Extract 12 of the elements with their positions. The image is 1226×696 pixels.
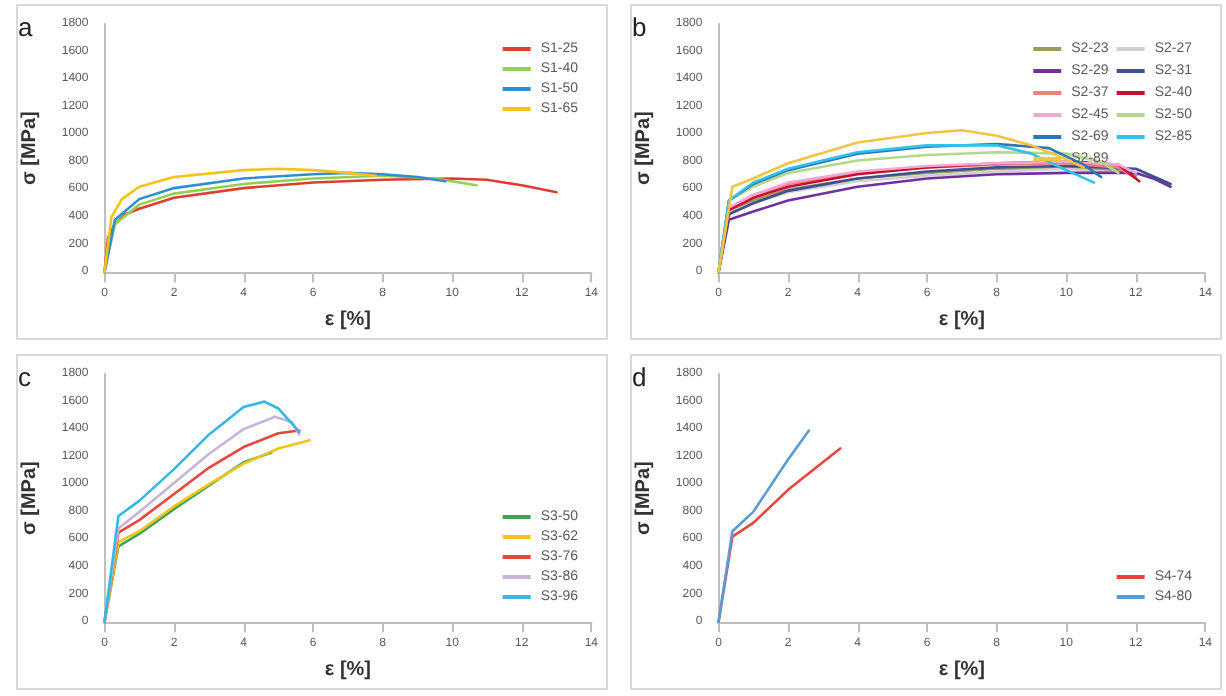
- x-axis-title: ε [%]: [938, 309, 985, 331]
- chart-title: c: [18, 362, 32, 392]
- y-axis-title: σ [MPa]: [633, 461, 655, 535]
- x-axis-title: ε [%]: [324, 659, 371, 681]
- chart-title: b: [632, 12, 647, 42]
- chart-title: d: [632, 362, 647, 392]
- y-axis-title: σ [MPa]: [19, 461, 41, 535]
- x-axis-title: ε [%]: [324, 309, 371, 331]
- x-axis-title: ε [%]: [938, 659, 985, 681]
- y-axis-title: σ [MPa]: [633, 111, 655, 185]
- chart-title: a: [18, 12, 34, 42]
- y-axis-title: σ [MPa]: [19, 111, 41, 185]
